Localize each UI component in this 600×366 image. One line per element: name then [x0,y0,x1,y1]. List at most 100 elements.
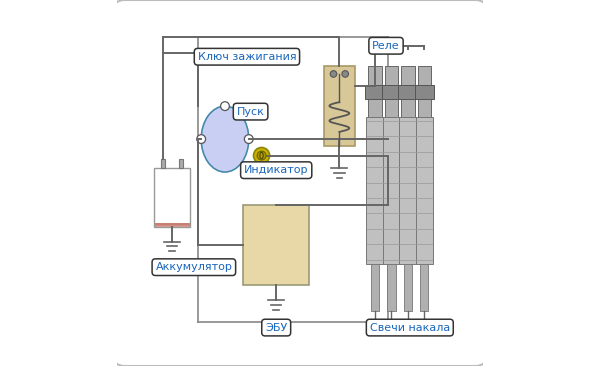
Ellipse shape [211,120,235,154]
Bar [415,85,434,99]
Ellipse shape [211,121,233,152]
Bar [154,224,190,226]
Ellipse shape [209,118,236,156]
Ellipse shape [202,108,247,169]
Bar [154,223,190,225]
Ellipse shape [205,113,242,164]
Bar [366,117,384,264]
Bar [388,264,395,311]
Circle shape [221,102,229,111]
Bar [154,224,190,226]
Bar [154,224,190,226]
Ellipse shape [206,114,241,161]
Circle shape [197,135,206,143]
Ellipse shape [208,116,238,158]
Bar [368,66,382,117]
Ellipse shape [207,115,240,161]
Bar [154,224,190,226]
Ellipse shape [203,109,246,169]
Ellipse shape [213,124,230,147]
Bar [154,223,190,225]
Bar [399,117,417,264]
FancyBboxPatch shape [113,0,487,366]
Text: Свечи накала: Свечи накала [370,322,450,333]
Ellipse shape [211,122,233,152]
Ellipse shape [214,126,229,146]
Bar [154,225,190,227]
Ellipse shape [204,111,244,166]
Bar [154,224,190,225]
Ellipse shape [205,112,242,164]
Bar [154,223,190,225]
Ellipse shape [209,119,236,155]
Ellipse shape [208,116,239,159]
Text: Реле: Реле [372,41,400,51]
Ellipse shape [206,113,242,163]
Bar [154,225,190,227]
Bar [154,223,190,225]
Ellipse shape [204,110,245,167]
Ellipse shape [212,122,233,151]
Text: ЭБУ: ЭБУ [265,322,287,333]
Ellipse shape [205,111,244,165]
Ellipse shape [208,117,238,157]
Ellipse shape [214,126,229,146]
Bar [154,224,190,225]
Bar [418,66,431,117]
Bar [365,85,385,99]
Bar [154,225,190,227]
Bar [154,224,190,226]
Ellipse shape [203,109,245,167]
Bar [154,224,190,227]
Bar [154,225,190,227]
Bar [398,85,418,99]
Bar [154,224,190,227]
Ellipse shape [210,119,235,154]
Ellipse shape [203,109,246,168]
Bar [161,159,165,168]
Circle shape [244,135,253,143]
Circle shape [330,71,337,77]
Bar [385,66,398,117]
Bar [243,205,309,285]
Bar [154,223,190,225]
Ellipse shape [212,123,232,150]
Bar [383,117,400,264]
Bar [179,159,183,168]
Ellipse shape [205,112,243,165]
Text: Ключ зажигания: Ключ зажигания [197,52,296,62]
Bar [154,224,190,226]
Ellipse shape [206,113,241,162]
Bar [154,225,190,227]
Bar [154,168,190,227]
Bar [154,224,190,225]
Bar [154,225,190,227]
Bar [154,224,190,225]
Text: Аккумулятор: Аккумулятор [155,262,232,272]
Bar [324,66,355,146]
Circle shape [257,151,266,160]
Bar [154,224,190,226]
Ellipse shape [213,124,230,148]
Bar [404,264,412,311]
Ellipse shape [202,108,247,170]
Ellipse shape [208,116,239,160]
Ellipse shape [202,107,248,171]
Text: Пуск: Пуск [236,107,265,117]
Ellipse shape [214,125,230,147]
Bar [421,264,428,311]
Bar [154,224,190,226]
Bar [154,223,190,225]
Bar [416,117,433,264]
Ellipse shape [209,119,236,156]
Ellipse shape [212,123,232,150]
Bar [154,225,190,227]
Bar [154,224,190,226]
Bar [382,85,401,99]
Text: Индикатор: Индикатор [244,165,308,175]
Bar [371,264,379,311]
Ellipse shape [202,107,248,171]
Ellipse shape [209,117,237,157]
Ellipse shape [211,120,234,153]
Bar [154,224,190,226]
